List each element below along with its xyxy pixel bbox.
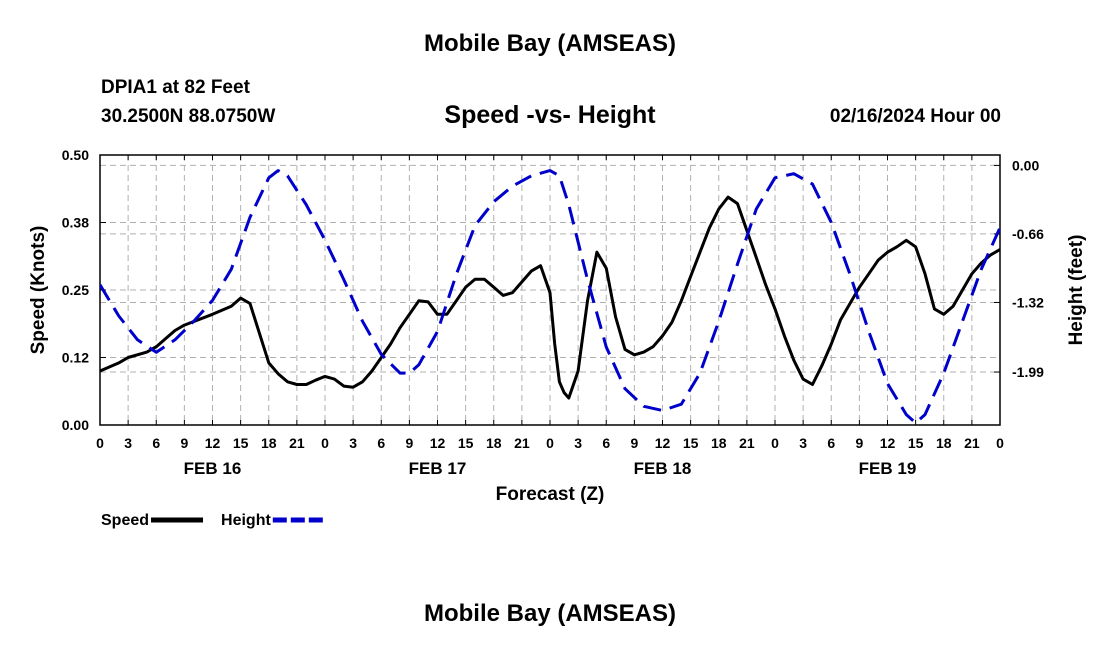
y-tick-label: 0.00 [62,417,89,433]
x-tick-label: 0 [996,435,1004,451]
x-tick-label: 6 [827,435,835,451]
y2-tick-label: -0.66 [1012,226,1044,242]
x-tick-label: 18 [711,435,727,451]
x-tick-label: 9 [855,435,863,451]
y2-tick-label: 0.00 [1012,157,1039,173]
x-tick-label: 18 [486,435,502,451]
chart-title: Speed -vs- Height [444,101,656,129]
x-tick-label: 6 [602,435,610,451]
x-tick-label: 15 [908,435,924,451]
date-label: FEB 19 [859,459,917,478]
y-tick-label: 0.25 [62,282,89,298]
x-tick-label: 21 [739,435,755,451]
series-line-speed [100,195,1000,400]
x-tick-label: 3 [574,435,582,451]
x-tick-label: 0 [771,435,779,451]
date-label: FEB 17 [409,459,467,478]
date-label: FEB 18 [634,459,692,478]
x-tick-label: 0 [96,435,104,451]
y-tick-label: 0.50 [62,147,89,163]
y2-tick-label: -1.32 [1012,294,1044,310]
x-tick-label: 15 [233,435,249,451]
x-tick-label: 18 [261,435,277,451]
x-tick-label: 15 [458,435,474,451]
plot-border [99,154,1001,426]
x-tick-label: 12 [430,435,446,451]
x-tick-label: 18 [936,435,952,451]
x-tick-label: 9 [180,435,188,451]
coordinates-label: 30.2500N 88.0750W [101,106,276,127]
forecast-date-label: 02/16/2024 Hour 00 [829,106,1001,127]
x-tick-label: 3 [799,435,807,451]
x-tick-label: 0 [321,435,329,451]
x-axis-title: Forecast (Z) [496,484,605,505]
x-tick-label: 3 [349,435,357,451]
x-tick-label: 3 [124,435,132,451]
footer-title: Mobile Bay (AMSEAS) [423,600,677,627]
x-tick-label: 6 [152,435,160,451]
x-tick-label: 21 [289,435,305,451]
y2-axis-title: Height (feet) [1066,235,1087,346]
x-tick-label: 21 [964,435,980,451]
y-tick-label: 0.12 [62,350,89,366]
x-tick-label: 21 [514,435,530,451]
series-line-height [100,169,1000,425]
x-tick-label: 9 [630,435,638,451]
date-label: FEB 16 [184,459,242,478]
x-tick-label: 15 [683,435,699,451]
x-tick-label: 12 [880,435,896,451]
x-tick-label: 9 [405,435,413,451]
station-label: DPIA1 at 82 Feet [101,77,250,98]
legend-label-height: Height [221,512,271,529]
legend-label-speed: Speed [101,512,149,529]
y-tick-label: 0.38 [62,215,89,231]
x-tick-label: 12 [655,435,671,451]
y-axis-title: Speed (Knots) [28,226,49,355]
x-tick-label: 12 [205,435,221,451]
page-title: Mobile Bay (AMSEAS) [423,30,677,57]
x-tick-label: 0 [546,435,554,451]
y2-tick-label: -1.99 [1012,364,1044,380]
x-tick-label: 6 [377,435,385,451]
